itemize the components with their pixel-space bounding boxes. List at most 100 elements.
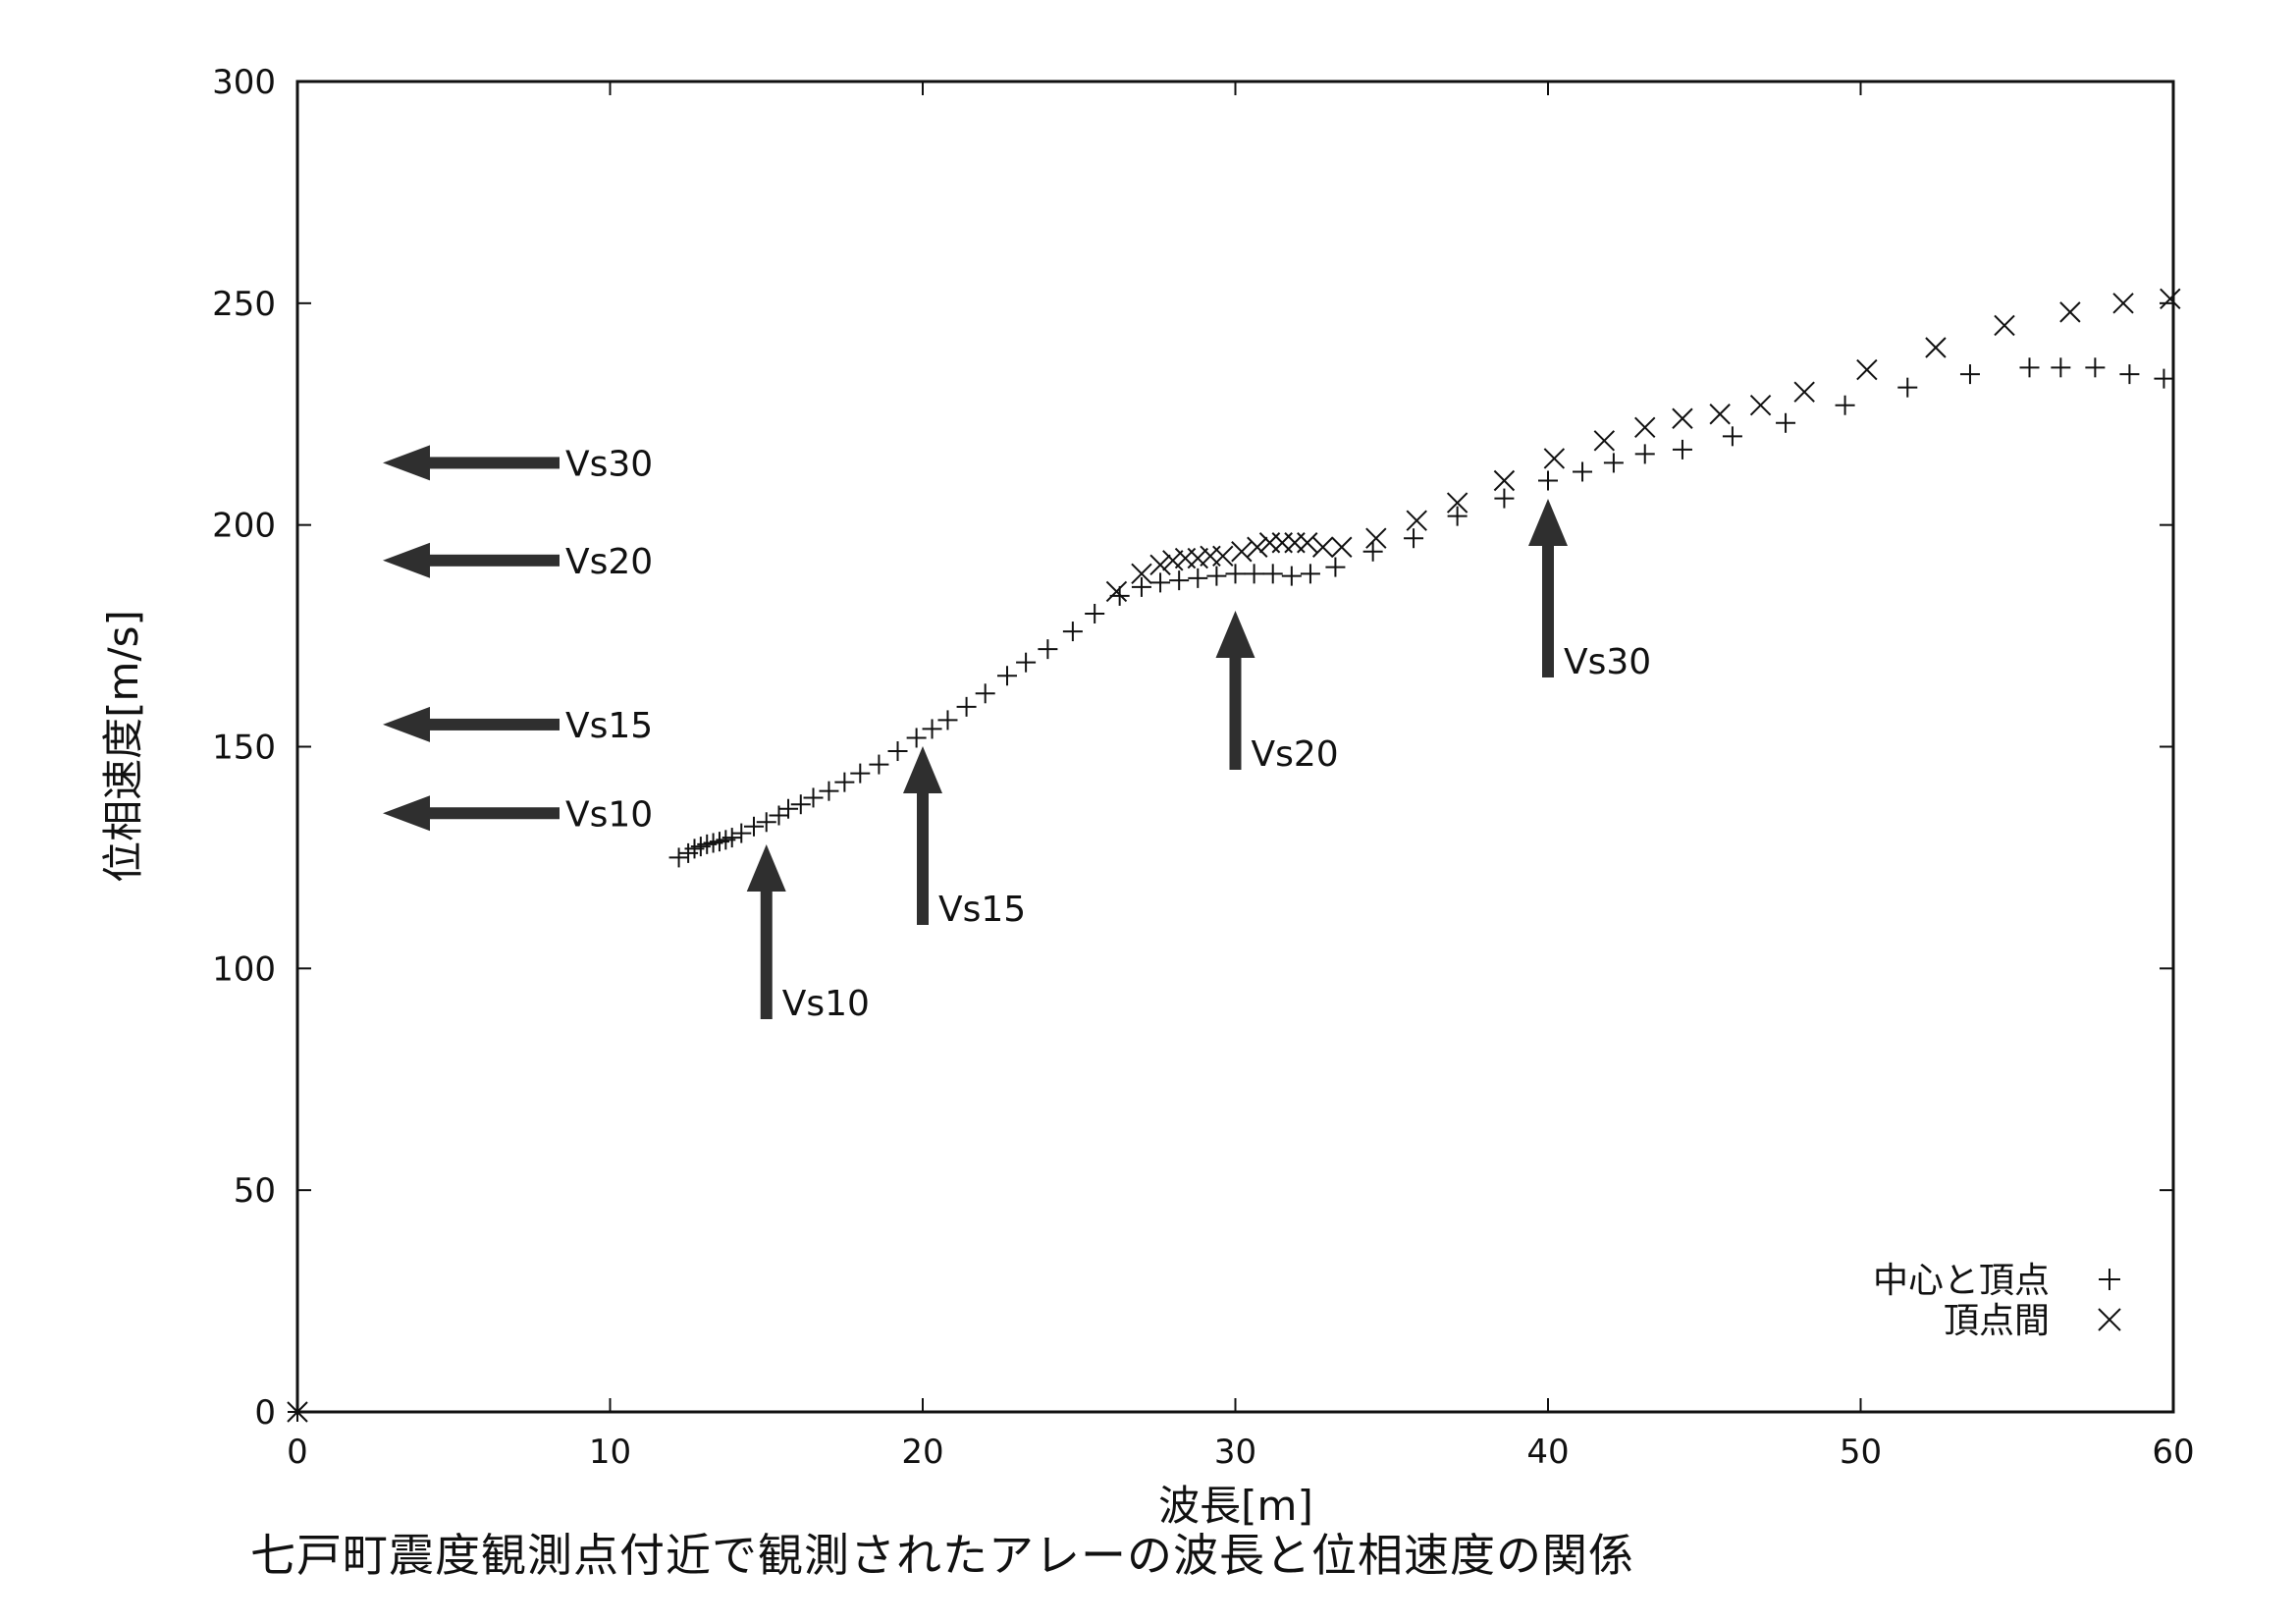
cross-marker	[1994, 314, 2015, 337]
data-points	[287, 288, 2181, 1423]
plus-marker	[1776, 412, 1796, 433]
arrow-shaft	[917, 787, 929, 925]
plus-marker	[1722, 426, 1742, 447]
plus-marker	[1300, 564, 1320, 584]
plus-marker	[937, 710, 958, 731]
plus-marker	[2019, 357, 2040, 378]
cross-marker	[1593, 430, 1616, 452]
plus-marker	[887, 741, 908, 762]
cross-marker	[1446, 492, 1468, 514]
cross-marker	[1231, 541, 1253, 563]
cross-marker	[1856, 358, 1878, 381]
x-tick-label: 60	[2152, 1433, 2194, 1472]
plus-marker	[834, 772, 855, 792]
x-tick-label: 40	[1526, 1433, 1569, 1472]
x-tick-label: 50	[1840, 1433, 1882, 1472]
arrow-label: Vs20	[565, 542, 653, 582]
arrow-shaft	[422, 457, 560, 469]
plus-marker	[975, 683, 995, 704]
arrow-label: Vs15	[565, 706, 653, 746]
arrow-shaft	[760, 886, 773, 1019]
plus-marker	[1262, 564, 1283, 584]
legend-marker	[2098, 1308, 2121, 1331]
plus-marker	[721, 828, 742, 848]
x-tick-label: 20	[901, 1433, 943, 1472]
axis-ticks: 0 10 20 30 40 50 60 0 50 100 150 200 250 300	[212, 63, 2195, 1472]
plus-marker	[1494, 488, 1515, 509]
plus-marker	[778, 798, 799, 819]
arrow-head	[383, 795, 430, 832]
plus-marker	[1362, 541, 1383, 562]
arrow-label: Vs15	[938, 890, 1026, 930]
plus-marker	[744, 816, 765, 837]
plus-marker	[1447, 506, 1468, 526]
cross-marker	[287, 1401, 308, 1423]
x-tick-label: 30	[1214, 1433, 1256, 1472]
arrow-head	[1528, 499, 1568, 546]
cross-marker	[1365, 527, 1387, 549]
plus-marker	[731, 823, 752, 843]
plus-marker	[803, 787, 824, 808]
y-tick-label: 200	[212, 507, 276, 546]
plus-marker	[1188, 568, 1208, 588]
y-tick-label: 50	[234, 1171, 276, 1211]
arrow-head	[746, 844, 786, 892]
plus-marker	[790, 794, 811, 815]
plus-marker	[1169, 570, 1190, 591]
legend-label: 中心と頂点	[1873, 1261, 2050, 1301]
cross-marker	[1634, 416, 1656, 439]
cross-marker	[1162, 550, 1184, 571]
arrow-head	[383, 445, 430, 481]
plus-marker	[1538, 470, 1558, 491]
arrow-label: Vs20	[1252, 734, 1339, 775]
plus-marker	[1131, 576, 1151, 597]
cross-marker	[1672, 407, 1693, 429]
plus-marker	[1404, 528, 1424, 549]
x-tick-label: 0	[287, 1433, 308, 1472]
cross-marker	[1749, 395, 1772, 416]
plus-marker	[1325, 557, 1346, 577]
cross-marker	[1297, 532, 1318, 554]
plus-marker	[996, 666, 1017, 686]
cross-marker	[2112, 293, 2134, 314]
plus-marker	[1897, 377, 1918, 398]
plus-marker	[869, 754, 889, 775]
annotation-arrow: Vs15	[383, 706, 653, 746]
annotation-arrow: Vs10	[383, 794, 653, 835]
arrow-shaft	[1229, 652, 1242, 770]
arrow-head	[383, 706, 430, 742]
cross-marker	[1709, 404, 1731, 425]
cross-marker	[1493, 469, 1516, 492]
plus-marker	[1150, 572, 1171, 593]
plus-marker	[922, 719, 942, 739]
annotation-arrow: Vs20	[1215, 611, 1339, 775]
cross-marker	[1105, 580, 1128, 603]
annotation-arrow: Vs30	[1528, 499, 1651, 682]
plus-marker	[956, 696, 977, 717]
arrow-shaft	[422, 554, 560, 567]
annotation-arrow: Vs10	[746, 844, 870, 1024]
plus-marker	[1038, 639, 1058, 660]
arrow-shaft	[422, 718, 560, 731]
y-tick-label: 300	[212, 63, 276, 102]
x-axis-label: 波長[m]	[1158, 1482, 1313, 1530]
plus-marker	[850, 763, 871, 784]
cross-marker	[1212, 545, 1234, 567]
plus-marker	[756, 812, 776, 833]
plus-marker	[1959, 364, 1980, 385]
arrow-head	[1215, 611, 1255, 658]
plus-marker	[1062, 622, 1083, 642]
y-tick-label: 0	[254, 1393, 276, 1433]
plus-marker	[1225, 564, 1246, 584]
plus-marker	[1634, 444, 1655, 464]
plus-marker	[1016, 652, 1037, 673]
arrow-label: Vs30	[565, 444, 653, 484]
cross-marker	[1247, 536, 1268, 558]
plus-marker	[1603, 453, 1624, 473]
series-1	[288, 357, 2174, 1422]
plus-marker	[2154, 368, 2174, 389]
cross-marker	[1311, 536, 1334, 558]
legend-marker	[2099, 1269, 2120, 1290]
